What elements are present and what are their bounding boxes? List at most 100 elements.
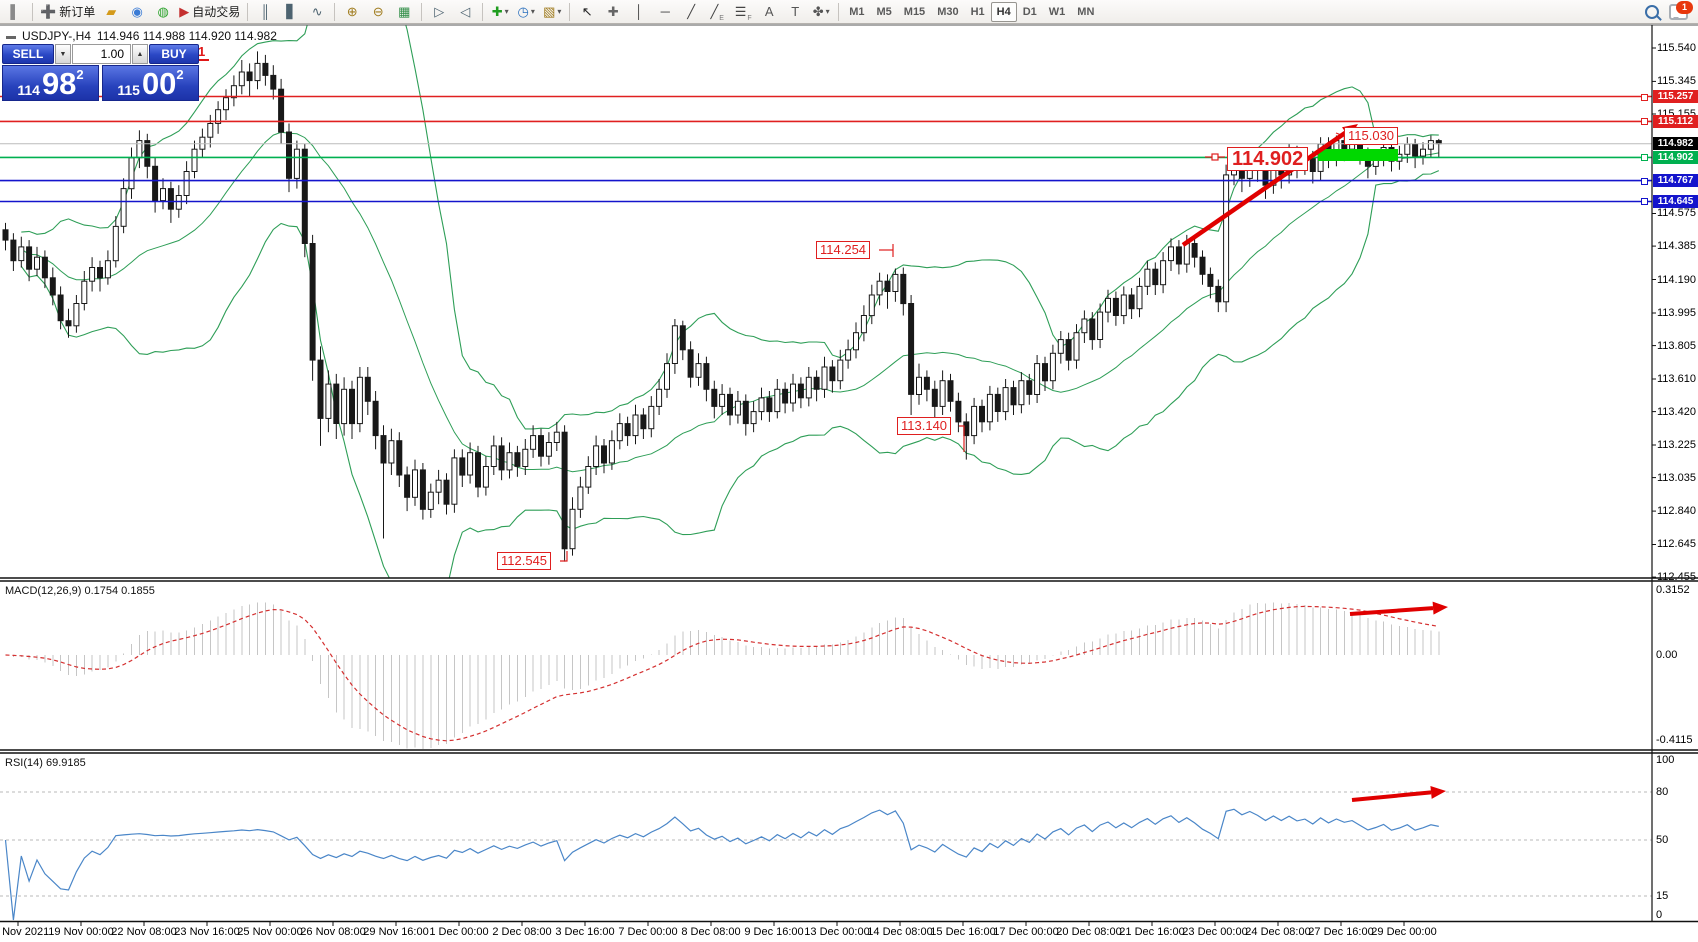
indicators-icon[interactable]: ✚ ▾ bbox=[487, 1, 513, 23]
price-tick-114.385: 114.385 bbox=[1657, 240, 1696, 253]
price-badge-115.112: 115.112 bbox=[1653, 114, 1698, 128]
timeframe-h1[interactable]: H1 bbox=[970, 5, 985, 18]
new-order-button[interactable]: ➕ 新订单 bbox=[37, 1, 98, 23]
price-tick-112.645: 112.645 bbox=[1657, 538, 1696, 551]
arrows-tool-icon-caret: ▾ bbox=[825, 7, 830, 16]
gold-symbol-icon: ▰ bbox=[106, 4, 117, 19]
buy-price[interactable]: 115 00 2 bbox=[102, 65, 199, 101]
vertical-line-icon[interactable]: │ bbox=[626, 1, 652, 23]
price-badge-114.982: 114.982 bbox=[1653, 137, 1698, 151]
rsi-scale-50: 50 bbox=[1656, 834, 1669, 846]
timeframe-w1[interactable]: W1 bbox=[1048, 5, 1066, 18]
time-label-19: 23 Dec 00:00 bbox=[1182, 926, 1248, 938]
fibonacci-icon[interactable]: ☰ F bbox=[730, 1, 756, 23]
bar-chart-icon[interactable]: ║ bbox=[252, 1, 278, 23]
annotation-115030[interactable]: 115.030 bbox=[1344, 127, 1399, 145]
chart-mini-icon: ▬ bbox=[6, 30, 16, 42]
zoom-out-icon: ⊖ bbox=[372, 4, 384, 19]
level-handle-114.767[interactable] bbox=[1641, 177, 1648, 185]
macd-scale--0.4115: -0.4115 bbox=[1656, 734, 1693, 746]
sell-price-prefix: 114 bbox=[17, 81, 40, 98]
price-tick-114.575: 114.575 bbox=[1657, 207, 1696, 220]
sell-price[interactable]: 114 98 2 bbox=[2, 65, 99, 101]
timeframe-m15[interactable]: M15 bbox=[903, 5, 926, 18]
timeframe-m5[interactable]: M5 bbox=[876, 5, 892, 18]
price-tick-115.540: 115.540 bbox=[1657, 42, 1696, 54]
time-axis[interactable] bbox=[0, 922, 1652, 942]
zoom-in-icon[interactable]: ⊕ bbox=[339, 1, 365, 23]
channel-icon[interactable]: ╱ E bbox=[704, 1, 730, 23]
label-tool-icon: T bbox=[791, 4, 800, 19]
main-chart-pane bbox=[0, 25, 1652, 578]
chat-icon[interactable]: 1 bbox=[1669, 0, 1693, 20]
auto-scroll-icon[interactable]: ▷ bbox=[426, 1, 452, 23]
text-tool-icon[interactable]: A bbox=[756, 1, 782, 23]
crosshair-icon[interactable]: ✚ bbox=[600, 1, 626, 23]
periods-icon[interactable]: ◷ ▾ bbox=[513, 1, 539, 23]
toolbar-separator bbox=[482, 2, 484, 21]
time-label-18: 21 Dec 16:00 bbox=[1119, 926, 1185, 938]
line-chart-icon[interactable]: ∿ bbox=[304, 1, 330, 23]
community-icon[interactable]: ◉ bbox=[124, 1, 150, 23]
price-tick-114.190: 114.190 bbox=[1657, 273, 1696, 286]
signal-icon: ◍ bbox=[157, 4, 169, 19]
channel-icon: ╱ bbox=[710, 4, 719, 19]
zoom-out-icon[interactable]: ⊖ bbox=[365, 1, 391, 23]
candle-chart-icon[interactable]: ▋ bbox=[278, 1, 304, 23]
price-badge-114.645: 114.645 bbox=[1653, 194, 1698, 208]
time-label-11: 8 Dec 08:00 bbox=[681, 926, 741, 938]
channel-icon-sub: E bbox=[719, 14, 724, 22]
search-icon[interactable] bbox=[1645, 4, 1659, 19]
templates-icon[interactable]: ▧ ▾ bbox=[539, 1, 565, 23]
level-handle-115.257[interactable] bbox=[1641, 93, 1648, 101]
annotation-113140[interactable]: 113.140 bbox=[897, 417, 952, 435]
crosshair-icon: ✚ bbox=[607, 4, 619, 19]
chart-window-icon: ▌ bbox=[10, 4, 20, 19]
vertical-line-icon: │ bbox=[635, 4, 644, 19]
timeframe-mn[interactable]: MN bbox=[1077, 5, 1095, 18]
chart-shift-icon[interactable]: ◁ bbox=[452, 1, 478, 23]
new-order-button: ➕ bbox=[40, 4, 57, 19]
level-handle-114.902[interactable] bbox=[1641, 154, 1648, 162]
timeframe-m1[interactable]: M1 bbox=[849, 5, 865, 18]
support-zone-highlight bbox=[1318, 149, 1398, 161]
annotation-114902[interactable]: 114.902 bbox=[1227, 147, 1309, 171]
chart-title: ▬ USDJPY-,H4 114.946 114.988 114.920 114… bbox=[6, 29, 277, 43]
rsi-scale-80: 80 bbox=[1656, 786, 1669, 798]
macd-scale-0.00: 0.00 bbox=[1656, 649, 1678, 661]
signal-icon[interactable]: ◍ bbox=[150, 1, 176, 23]
arrows-tool-icon[interactable]: ✤ ▾ bbox=[808, 1, 834, 23]
sell-button[interactable]: SELL bbox=[2, 44, 54, 64]
bollinger-lower-band bbox=[20, 170, 1440, 578]
rsi-line bbox=[4, 808, 1439, 921]
trendline-icon[interactable]: ╱ bbox=[678, 1, 704, 23]
new-order-button-label: 新订单 bbox=[59, 5, 96, 19]
timeframe-h4[interactable]: H4 bbox=[990, 1, 1017, 22]
autotrading-button[interactable]: ▶ 自动交易 bbox=[176, 1, 243, 23]
label-tool-icon[interactable]: T bbox=[782, 1, 808, 23]
gold-symbol-icon[interactable]: ▰ bbox=[98, 1, 124, 23]
time-label-9: 3 Dec 16:00 bbox=[555, 926, 615, 938]
level-handle-115.112[interactable] bbox=[1641, 118, 1648, 126]
timeframe-m30[interactable]: M30 bbox=[937, 5, 959, 18]
trendline-icon: ╱ bbox=[687, 4, 696, 19]
annotation-114254[interactable]: 114.254 bbox=[816, 241, 871, 259]
volume-input[interactable]: 1.00 bbox=[72, 44, 131, 64]
chart-window-icon[interactable]: ▌ bbox=[2, 1, 28, 23]
rsi-scale-100: 100 bbox=[1656, 754, 1675, 766]
line-chart-icon: ∿ bbox=[311, 4, 323, 19]
annotation-112545[interactable]: 112.545 bbox=[497, 552, 552, 570]
tile-windows-icon[interactable]: ▦ bbox=[391, 1, 417, 23]
text-tool-icon: A bbox=[764, 4, 774, 19]
volume-down-stepper[interactable]: ▼ bbox=[55, 44, 71, 64]
horizontal-line-icon[interactable]: ─ bbox=[652, 1, 678, 23]
cursor-icon[interactable]: ↖ bbox=[574, 1, 600, 23]
ohlc-values: 114.946 114.988 114.920 114.982 bbox=[96, 29, 277, 43]
volume-up-stepper[interactable]: ▲ bbox=[132, 44, 148, 64]
buy-button[interactable]: BUY bbox=[149, 44, 199, 64]
price-tick-113.035: 113.035 bbox=[1657, 471, 1696, 484]
fibonacci-icon-sub: F bbox=[747, 14, 752, 22]
timeframe-d1[interactable]: D1 bbox=[1022, 5, 1037, 18]
level-handle-114.645[interactable] bbox=[1641, 198, 1648, 206]
